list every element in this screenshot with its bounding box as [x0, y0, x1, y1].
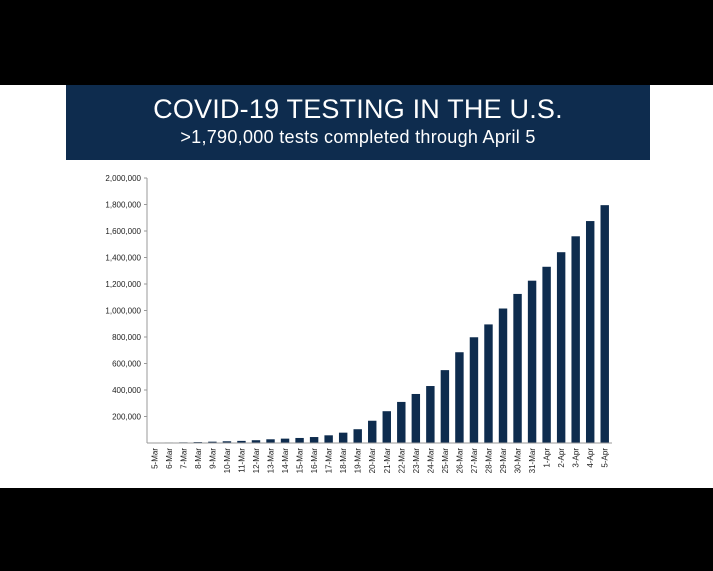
bar-9-Mar [208, 441, 217, 443]
x-tick-label: 11-Mar [237, 448, 246, 473]
x-tick-label: 25-Mar [441, 448, 450, 474]
x-tick-label: 14-Mar [281, 448, 290, 474]
x-tick-label: 19-Mar [354, 448, 363, 474]
bar-3-Apr [571, 236, 580, 443]
bar-16-Mar [309, 437, 319, 443]
slide: 200,000 400,000 600,000 800,000 1,000,000 1,2… [0, 85, 713, 488]
x-tick-label: 18-Mar [339, 448, 348, 474]
x-tick-label: 17-Mar [325, 448, 334, 474]
x-tick-label: 5-Apr [601, 448, 610, 468]
bar-13-Mar [266, 439, 275, 443]
bar-1-Apr [542, 266, 551, 443]
bars [150, 205, 609, 444]
x-tick-label: 3-Apr [572, 448, 581, 468]
y-tick-label: 600,000 [112, 360, 141, 369]
y-tick-label: 800,000 [112, 333, 141, 342]
bar-20-Mar [368, 420, 377, 443]
bar-24-Mar [426, 386, 435, 443]
bar-17-Mar [324, 435, 333, 443]
bar-23-Mar [411, 393, 421, 443]
x-tick-label: 15-Mar [296, 448, 305, 474]
x-tick-label: 26-Mar [455, 448, 464, 474]
x-tick-label: 24-Mar [426, 448, 435, 474]
x-tick-label: 29-Mar [499, 448, 508, 474]
x-tick-label: 20-Mar [368, 448, 377, 474]
page-title: COVID-19 TESTING IN THE U.S. [153, 94, 563, 124]
bar-14-Mar [280, 438, 290, 443]
bar-30-Mar [513, 293, 522, 443]
x-tick-label: 2-Apr [557, 448, 566, 468]
y-tick-label: 400,000 [112, 386, 141, 395]
x-axis: 5-Mar 6-Mar 7-Mar 8-Mar 9-Mar 10-Mar 11-Mar 12-… [147, 442, 612, 474]
x-tick-label: 8-Mar [194, 448, 203, 469]
bar-31-Mar [527, 280, 537, 443]
bar-2-Apr [556, 252, 566, 443]
x-tick-label: 22-Mar [397, 448, 406, 474]
x-tick-label: 30-Mar [514, 448, 523, 474]
x-tick-label: 23-Mar [412, 448, 421, 474]
bar-11-Mar [237, 440, 246, 443]
bar-28-Mar [484, 324, 493, 443]
x-tick-label: 21-Mar [383, 448, 392, 474]
testing-bar-chart: 200,000 400,000 600,000 800,000 1,000,000 1,2… [105, 174, 612, 474]
bar-26-Mar [455, 352, 464, 443]
y-tick-label: 200,000 [112, 413, 141, 422]
x-tick-label: 7-Mar [179, 448, 188, 469]
page-subtitle: >1,790,000 tests completed through April… [180, 127, 536, 147]
y-axis: 200,000 400,000 600,000 800,000 1,000,000 1,2… [105, 174, 148, 443]
x-tick-label: 27-Mar [470, 448, 479, 474]
x-tick-label: 16-Mar [310, 448, 319, 474]
bar-29-Mar [498, 308, 508, 443]
x-tick-label: 9-Mar [208, 448, 217, 469]
y-tick-label: 2,000,000 [105, 174, 141, 183]
bar-4-Apr [585, 221, 595, 443]
x-tick-label: 12-Mar [252, 448, 261, 474]
y-tick-label: 1,000,000 [105, 307, 141, 316]
bar-10-Mar [222, 441, 232, 443]
x-tick-label: 31-Mar [528, 448, 537, 474]
x-tick-label: 4-Apr [586, 448, 595, 468]
title-banner: COVID-19 TESTING IN THE U.S. >1,790,000 … [66, 85, 650, 160]
bar-22-Mar [397, 401, 406, 443]
x-tick-label: 1-Apr [543, 448, 552, 468]
y-tick-label: 1,600,000 [105, 227, 141, 236]
x-tick-label: 13-Mar [267, 448, 276, 474]
x-tick-label: 6-Mar [165, 448, 174, 469]
y-tick-label: 1,400,000 [105, 254, 141, 263]
bar-27-Mar [469, 337, 479, 443]
y-tick-label: 1,200,000 [105, 280, 141, 289]
bar-21-Mar [382, 411, 391, 443]
x-tick-label: 5-Mar [150, 448, 159, 469]
bar-5-Apr [600, 205, 609, 443]
bar-25-Mar [440, 370, 450, 443]
bar-18-Mar [338, 432, 348, 443]
x-tick-label: 28-Mar [484, 448, 493, 474]
x-tick-label: 10-Mar [223, 448, 232, 474]
bar-15-Mar [295, 437, 304, 443]
bar-12-Mar [251, 440, 261, 443]
bar-19-Mar [353, 429, 362, 443]
y-tick-label: 1,800,000 [105, 201, 141, 210]
